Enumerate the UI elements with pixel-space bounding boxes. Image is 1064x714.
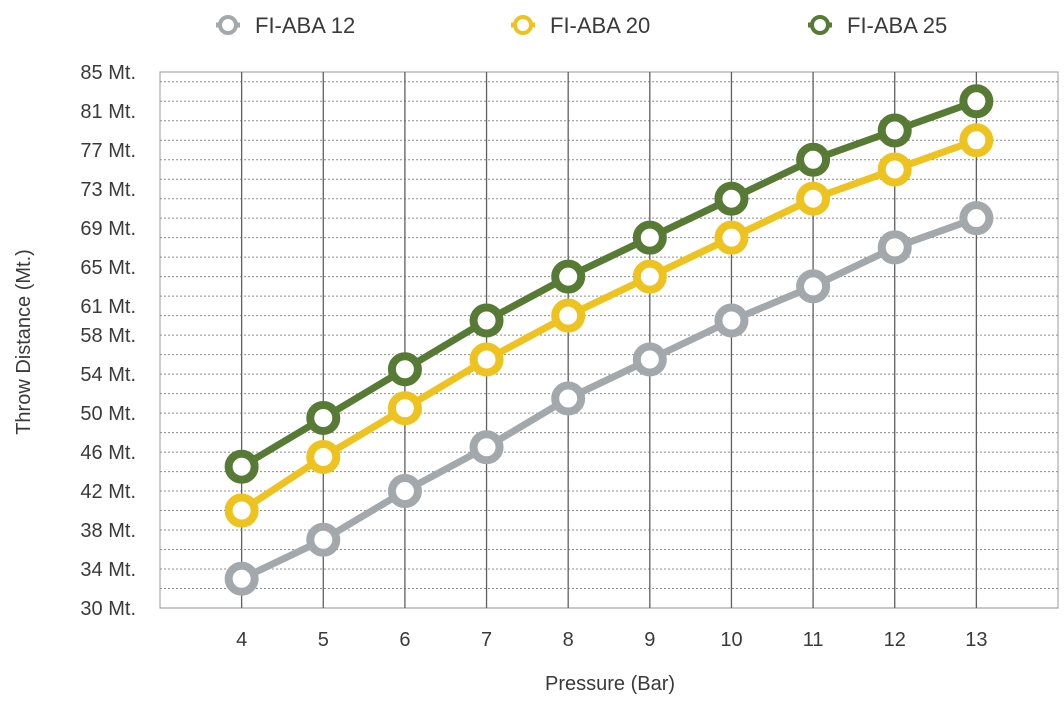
y-tick-label: 54 Mt. — [80, 364, 136, 386]
y-tick-label: 38 Mt. — [80, 520, 136, 542]
y-tick-label: 34 Mt. — [80, 559, 136, 581]
data-point — [796, 142, 831, 177]
plot-frame — [159, 71, 1059, 609]
data-point — [959, 123, 994, 158]
data-point — [387, 391, 422, 426]
x-tick-label: 9 — [644, 629, 655, 651]
y-tick-label: 61 Mt. — [80, 296, 136, 318]
legend-label: FI-ABA 25 — [847, 13, 947, 38]
data-point — [959, 201, 994, 236]
legend-swatch-marker — [810, 15, 830, 35]
x-tick-label: 4 — [236, 629, 247, 651]
data-point — [877, 113, 912, 148]
data-point — [551, 259, 586, 294]
legend: FI-ABA 12 FI-ABA 20 FI-ABA 25 — [216, 13, 947, 38]
x-tick-label: 12 — [884, 629, 906, 651]
data-point — [877, 230, 912, 265]
y-tick-label: 81 Mt. — [80, 101, 136, 123]
data-point — [469, 303, 504, 338]
data-point — [306, 400, 341, 435]
series-line-1 — [238, 214, 980, 583]
data-point — [306, 439, 341, 474]
y-tick-label: 30 Mt. — [80, 598, 136, 620]
y-tick-label: 50 Mt. — [80, 403, 136, 425]
x-tick-label: 11 — [803, 629, 824, 651]
data-point — [959, 84, 994, 119]
x-axis-title: Pressure (Bar) — [545, 673, 675, 695]
data-point — [632, 259, 667, 294]
legend-swatch-marker — [218, 15, 238, 35]
y-tick-label: 73 Mt. — [80, 179, 136, 201]
data-point — [306, 522, 341, 557]
x-tick-label: 10 — [720, 629, 742, 651]
x-tick-label: 7 — [481, 629, 492, 651]
y-tick-label: 46 Mt. — [80, 442, 136, 464]
data-point — [796, 269, 831, 304]
data-point — [224, 561, 259, 596]
grid — [159, 71, 1059, 609]
data-point — [632, 220, 667, 255]
x-tick-label: 13 — [965, 629, 987, 651]
x-tick-label: 8 — [563, 629, 574, 651]
y-tick-label: 58 Mt. — [80, 325, 136, 347]
x-tick-label: 5 — [318, 629, 329, 651]
data-point — [469, 342, 504, 377]
legend-label: FI-ABA 20 — [550, 13, 650, 38]
data-point — [387, 474, 422, 509]
data-point — [632, 342, 667, 377]
y-tick-label: 77 Mt. — [80, 140, 136, 162]
data-point — [551, 381, 586, 416]
series — [224, 84, 994, 596]
data-point — [877, 152, 912, 187]
data-point — [469, 430, 504, 465]
data-point — [224, 449, 259, 484]
data-point — [224, 493, 259, 528]
y-tick-label: 69 Mt. — [80, 218, 136, 240]
legend-swatch-marker — [513, 15, 533, 35]
y-tick-label: 85 Mt. — [80, 62, 136, 84]
data-point — [387, 352, 422, 387]
data-point — [714, 303, 749, 338]
x-tick-label: 6 — [399, 629, 410, 651]
data-point — [551, 298, 586, 333]
y-tick-label: 42 Mt. — [80, 481, 136, 503]
data-point — [714, 220, 749, 255]
series-line-3 — [238, 97, 980, 471]
data-point — [714, 181, 749, 216]
y-axis-title: Throw Distance (Mt.) — [13, 249, 35, 435]
y-tick-label: 65 Mt. — [80, 257, 136, 279]
series-line-2 — [238, 136, 980, 515]
legend-label: FI-ABA 12 — [255, 13, 355, 38]
data-point — [796, 181, 831, 216]
axes: 30 Mt. 34 Mt. 38 Mt. 42 Mt. 46 Mt. 50 Mt. 54 M… — [80, 62, 987, 651]
